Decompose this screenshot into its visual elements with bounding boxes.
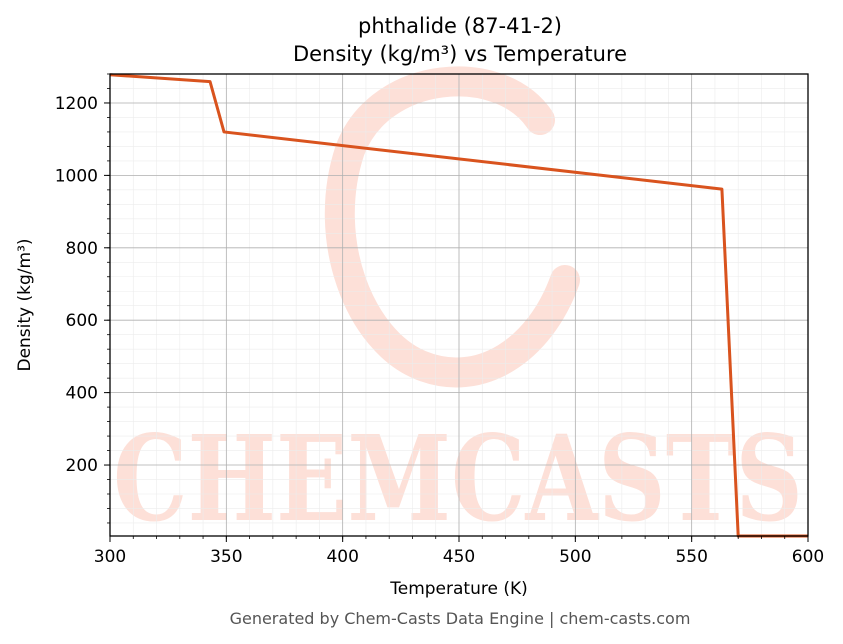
y-tick-label: 800 xyxy=(66,239,98,259)
chart-title-line2: Density (kg/m³) vs Temperature xyxy=(293,42,627,66)
watermark-logo: CHEMCASTS xyxy=(113,66,803,548)
y-tick-label: 1200 xyxy=(55,94,98,114)
x-tick-label: 400 xyxy=(326,547,358,567)
x-tick-label: 600 xyxy=(792,547,824,567)
y-tick-label: 400 xyxy=(66,384,98,404)
footer-credit: Generated by Chem-Casts Data Engine | ch… xyxy=(230,609,691,628)
x-tick-label: 550 xyxy=(675,547,707,567)
y-tick-label: 200 xyxy=(66,456,98,476)
x-tick-label: 300 xyxy=(94,547,126,567)
ticks-layer: 300 350 400 450 500 550 600 200 400 600 800 1000 120… xyxy=(55,73,824,567)
chart-title-line1: phthalide (87-41-2) xyxy=(358,14,562,38)
x-tick-label: 350 xyxy=(210,547,242,567)
y-tick-label: 1000 xyxy=(55,166,98,186)
x-tick-label: 450 xyxy=(443,547,475,567)
x-tick-label: 500 xyxy=(559,547,591,567)
x-axis-label: Temperature (K) xyxy=(389,579,528,599)
watermark-text: CHEMCASTS xyxy=(113,409,803,548)
y-axis-label: Density (kg/m³) xyxy=(15,238,35,371)
y-tick-label: 600 xyxy=(66,311,98,331)
